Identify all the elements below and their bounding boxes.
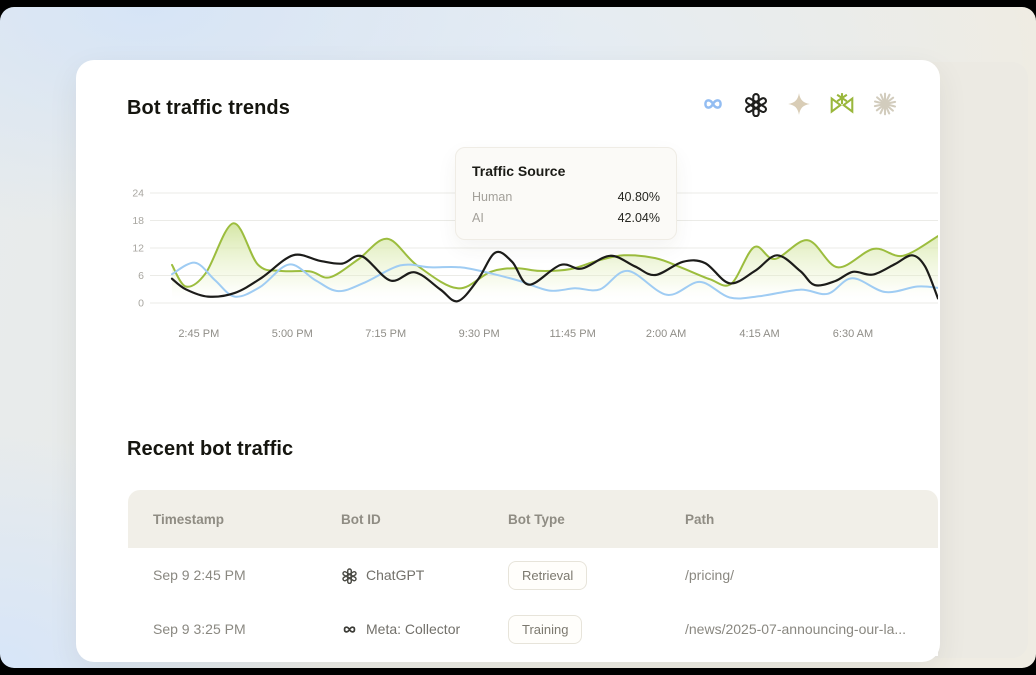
table-row[interactable]: Sep 9 2:45 PM ChatGPT [128,548,938,602]
cell-bot-id: ChatGPT [341,567,508,584]
starburst-icon[interactable] [872,91,898,117]
chart-title: Bot traffic trends [127,97,290,119]
bot-filter-icons [700,91,898,117]
svg-text:0: 0 [138,298,144,310]
cell-path: /pricing/ [685,567,735,583]
svg-text:2:00 AM: 2:00 AM [646,328,686,340]
cell-path: /news/2025-07-announcing-our-la... [685,621,907,637]
meta-icon [343,625,356,633]
svg-text:11:45 PM: 11:45 PM [549,328,595,340]
svg-text:2:45 PM: 2:45 PM [178,328,219,340]
svg-text:9:30 PM: 9:30 PM [459,328,500,340]
recent-bot-traffic-table: Timestamp Bot ID Bot Type Path Sep 9 2:4… [128,490,938,656]
col-header-bot-type: Bot Type [508,511,565,527]
bot-id-label: ChatGPT [366,567,425,583]
tooltip-title: Traffic Source [472,163,566,179]
desktop-background: Bot traffic trends [0,7,1036,668]
chart-tooltip: Traffic Source Human 40.80% AI 42.04% [455,147,677,240]
col-header-path: Path [685,511,715,527]
tooltip-label: Human [472,190,513,204]
cell-bot-id: Meta: Collector [341,621,508,638]
table-row[interactable]: Sep 9 3:25 PM Meta: Collector Training /… [128,602,938,656]
meta-icon[interactable] [700,91,726,117]
svg-text:6: 6 [138,270,144,282]
svg-text:5:00 PM: 5:00 PM [272,328,313,340]
openai-icon [342,567,357,584]
cell-bot-type: Training [508,614,685,644]
svg-text:12: 12 [132,243,144,255]
tooltip-row: Human 40.80% [472,190,660,204]
table-title: Recent bot traffic [127,438,294,460]
bot-type-badge: Retrieval [508,560,588,590]
col-header-timestamp: Timestamp [153,511,225,527]
svg-text:4:15 AM: 4:15 AM [739,328,779,340]
sparkle-icon[interactable] [786,91,812,117]
converge-icon[interactable] [829,91,855,117]
tooltip-value: 42.04% [617,211,660,225]
svg-text:6:30 AM: 6:30 AM [833,328,873,340]
cell-timestamp: Sep 9 3:25 PM [153,621,246,637]
bot-id-label: Meta: Collector [366,621,461,637]
svg-text:18: 18 [132,215,144,227]
cell-bot-type: Retrieval [508,560,685,590]
tooltip-row: AI 42.04% [472,211,660,225]
tooltip-label: AI [472,211,484,225]
bot-traffic-chart[interactable]: 0 6 12 18 24 2:45 PM 5:00 PM 7:15 PM 9:30 PM 11:4… [126,185,940,345]
cell-timestamp: Sep 9 2:45 PM [153,567,246,583]
svg-text:24: 24 [132,188,144,200]
tooltip-value: 40.80% [617,190,660,204]
table-header: Timestamp Bot ID Bot Type Path [128,490,938,548]
svg-text:7:15 PM: 7:15 PM [365,328,406,340]
bot-type-badge: Training [508,614,583,644]
openai-icon[interactable] [743,91,769,117]
dashboard-card: Bot traffic trends [76,60,940,662]
col-header-bot-id: Bot ID [341,511,381,527]
